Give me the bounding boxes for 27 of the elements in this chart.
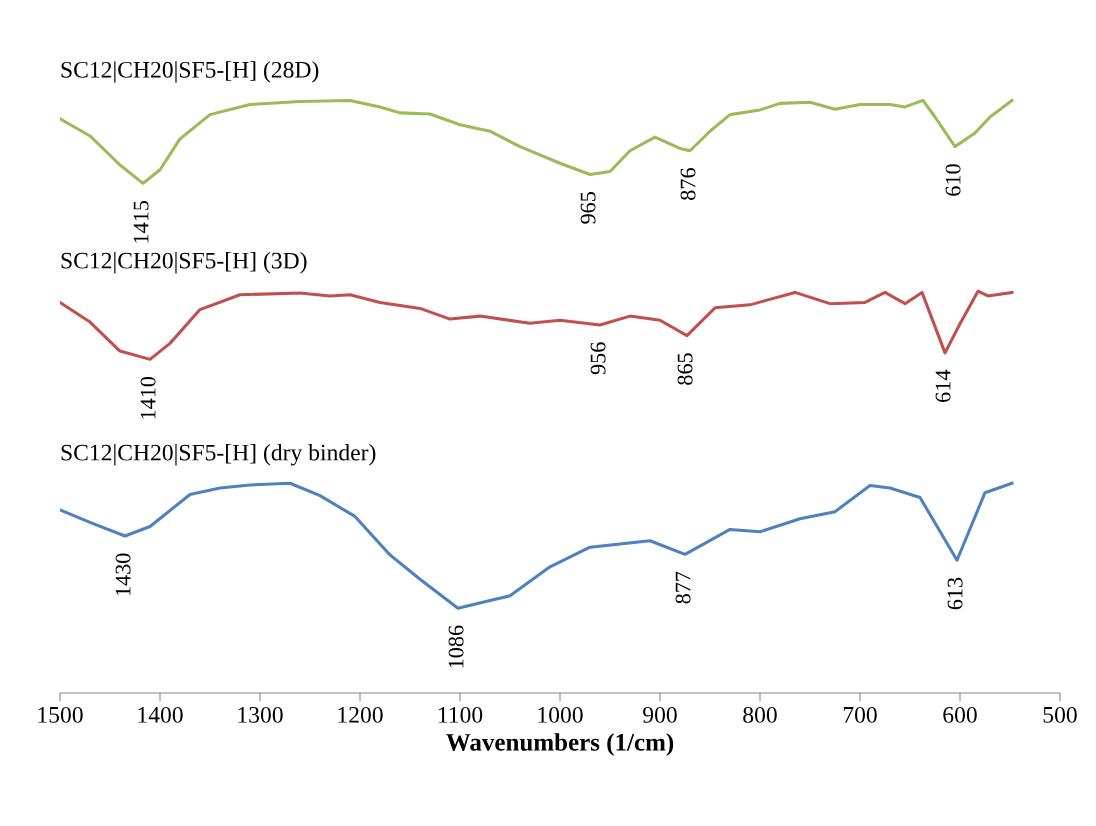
annotation: 1410 — [140, 376, 156, 419]
x-tick-label: 1100 — [438, 706, 483, 723]
series-label: SC12|CH20|SF5-[H] (3D) — [61, 251, 307, 274]
x-tick-label: 1000 — [538, 706, 583, 723]
x-tick-label: 600 — [943, 706, 977, 723]
annotation: 965 — [580, 192, 596, 224]
x-tick-label: 1400 — [138, 706, 183, 723]
x-tick-label: 1200 — [338, 706, 383, 723]
series-label: SC12|CH20|SF5-[H] (dry binder) — [61, 443, 376, 466]
annotation: 1086 — [448, 625, 464, 668]
annotation: 956 — [590, 342, 606, 375]
x-tick-label: 500 — [1043, 706, 1077, 723]
series-label: SC12|CH20|SF5-[H] (28D) — [61, 61, 319, 83]
annotation: 1430 — [115, 553, 131, 596]
x-tick-label: 800 — [743, 706, 777, 723]
annotation: 613 — [947, 577, 963, 610]
annotation: 614 — [935, 369, 951, 402]
annotation: 876 — [680, 168, 696, 200]
annotation: 610 — [945, 164, 961, 196]
x-tick-label: 700 — [843, 706, 877, 723]
annotation: 877 — [675, 571, 691, 604]
x-tick-label: 900 — [643, 706, 677, 723]
x-tick-label: 1300 — [238, 706, 283, 723]
x-axis-title: Wavenumbers (1/cm) — [446, 733, 674, 756]
annotation: 1415 — [133, 200, 149, 243]
annotation: 865 — [677, 353, 693, 385]
x-tick-label: 1500 — [38, 706, 83, 723]
